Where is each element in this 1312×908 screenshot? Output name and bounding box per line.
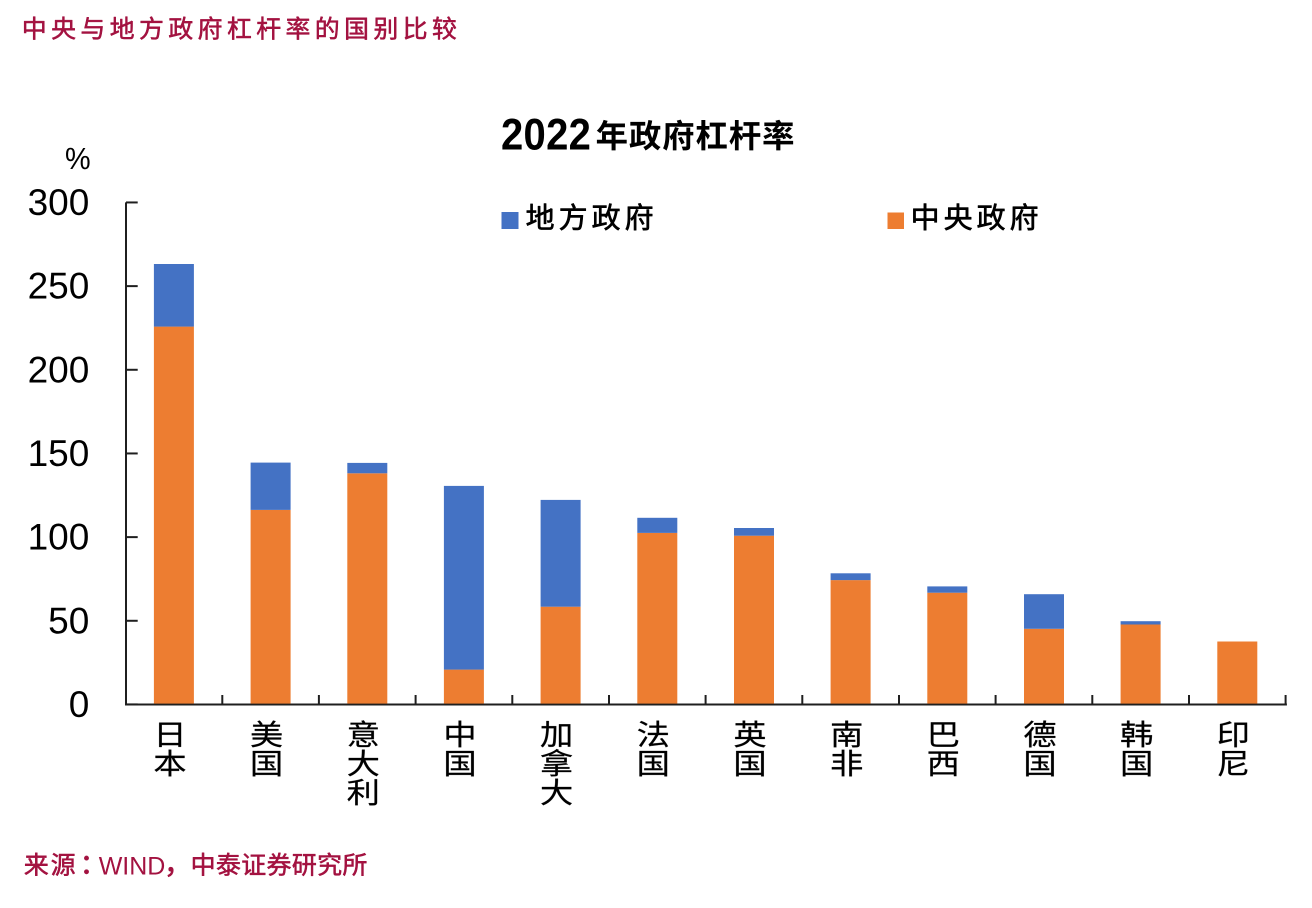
svg-text:0: 0 xyxy=(69,684,90,725)
svg-text:150: 150 xyxy=(28,433,90,474)
svg-text:2022: 2022 xyxy=(501,109,591,158)
svg-text:100: 100 xyxy=(28,517,90,558)
svg-text:%: % xyxy=(65,142,91,176)
svg-text:50: 50 xyxy=(48,600,89,641)
svg-text:WIND: WIND xyxy=(99,852,166,880)
svg-text:250: 250 xyxy=(28,266,90,307)
svg-text:300: 300 xyxy=(28,182,90,223)
svg-text:200: 200 xyxy=(28,349,90,390)
